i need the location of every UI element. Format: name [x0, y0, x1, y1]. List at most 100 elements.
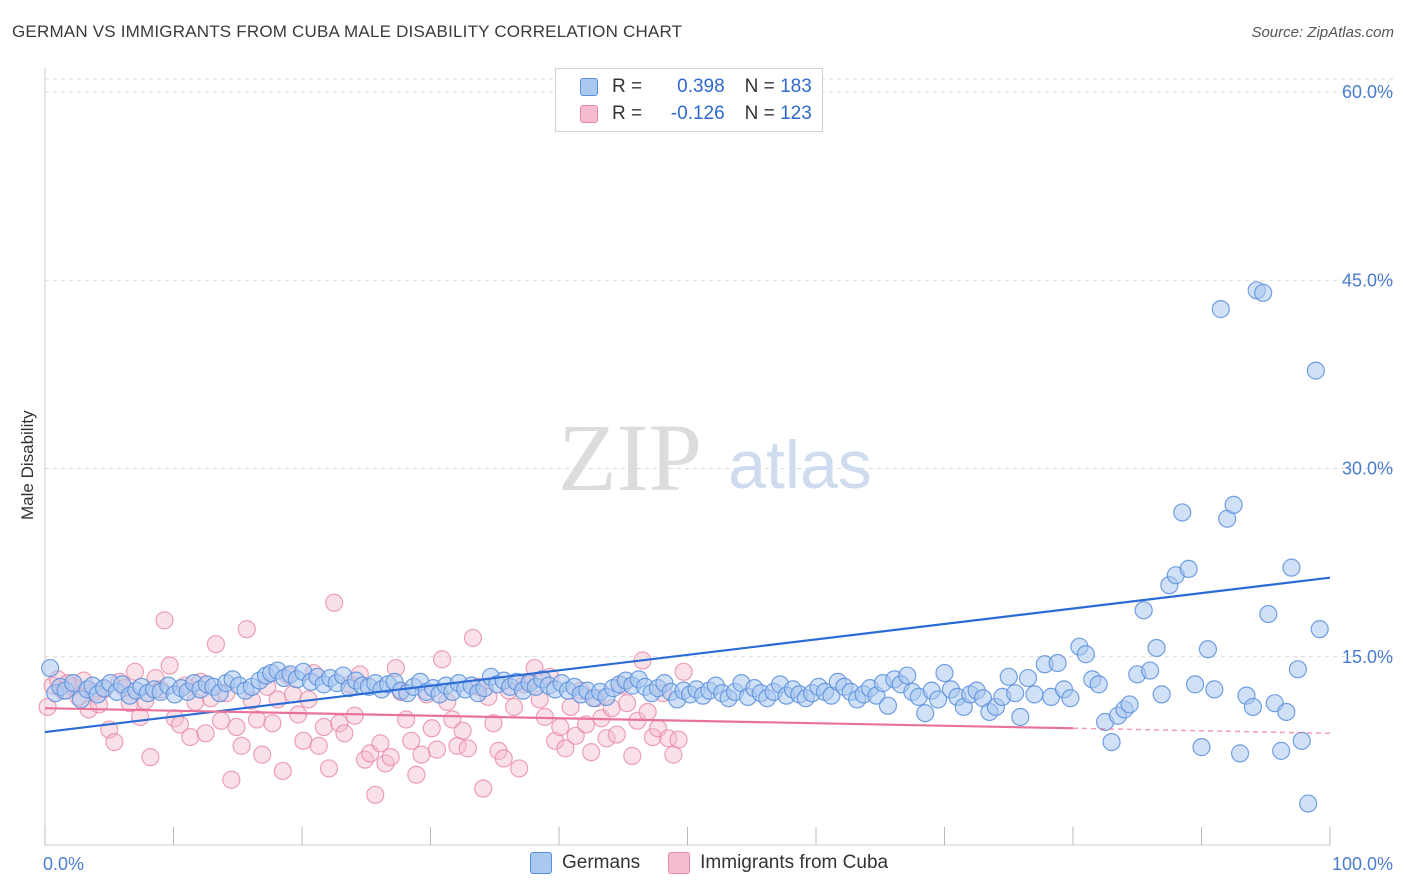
cuba-point: [335, 724, 354, 743]
cuba-point: [253, 745, 272, 764]
cuba-point: [566, 726, 585, 745]
cuba-point: [319, 759, 339, 778]
cuba-point: [458, 739, 477, 758]
series-legend: Germans Immigrants from Cuba: [530, 852, 916, 874]
cuba-point: [283, 685, 303, 704]
cuba-point: [222, 770, 241, 789]
cuba-point: [597, 729, 616, 748]
legend-label-germans: Germans: [562, 852, 641, 873]
cuba-point: [125, 662, 145, 681]
german-point: [916, 704, 935, 723]
german-point: [1292, 731, 1311, 750]
cuba-point: [105, 732, 124, 752]
cuba-point: [181, 727, 200, 747]
cuba-point: [463, 628, 483, 648]
cuba-point: [366, 785, 385, 804]
cuba-point: [141, 748, 160, 767]
german-point: [1310, 620, 1329, 639]
watermark-zip: ZIP: [558, 404, 702, 511]
german-point: [1048, 653, 1067, 673]
german-point: [1076, 645, 1095, 664]
german-point: [1089, 675, 1108, 694]
cuba-point: [669, 730, 688, 749]
germans-trendline: [44, 576, 1331, 734]
cuba-swatch: [580, 105, 598, 123]
cuba-point: [582, 743, 601, 762]
german-point: [41, 658, 60, 678]
cuba-point: [325, 593, 344, 612]
n-label: N =: [744, 103, 775, 124]
german-point: [1006, 684, 1025, 703]
cuba-point: [422, 719, 441, 738]
cuba-point: [381, 748, 400, 767]
german-point: [1120, 695, 1139, 714]
germans-swatch: [580, 78, 598, 96]
cuba-point: [227, 717, 246, 737]
cuba-point: [432, 650, 452, 669]
y-tick-label: 45.0%: [1342, 270, 1393, 290]
cuba-point: [576, 715, 596, 734]
german-point: [1018, 668, 1038, 688]
german-point: [1254, 283, 1273, 302]
cuba-point: [494, 749, 513, 768]
german-point: [935, 663, 954, 683]
cuba-point: [546, 731, 565, 750]
germans-n-value: 183: [780, 76, 812, 97]
cuba-point: [453, 721, 472, 740]
cuba-point: [607, 725, 626, 744]
german-point: [1185, 675, 1205, 694]
german-point: [1061, 689, 1080, 708]
cuba-r-value: -0.126: [670, 103, 725, 124]
cuba-point: [674, 662, 693, 681]
german-point: [1147, 638, 1166, 658]
german-point: [1277, 702, 1296, 722]
r-label: R =: [612, 76, 643, 97]
cuba-point: [345, 706, 364, 725]
cuba-point: [623, 746, 642, 765]
german-point: [928, 690, 948, 709]
german-point: [1152, 685, 1171, 704]
cuba-point: [412, 745, 431, 764]
cuba-point: [551, 717, 570, 737]
cuba-legend-swatch: [668, 852, 691, 874]
german-point: [1140, 661, 1160, 680]
cuba-n-value: 123: [780, 103, 812, 124]
german-point: [1282, 558, 1301, 577]
cuba-point: [474, 779, 493, 798]
german-points: [41, 281, 1329, 813]
chart-title: GERMAN VS IMMIGRANTS FROM CUBA MALE DISA…: [12, 22, 683, 41]
cuba-trendline-extension: [1072, 727, 1331, 735]
german-point: [1224, 495, 1243, 514]
cuba-point: [407, 765, 426, 784]
german-point: [1173, 503, 1192, 522]
cuba-point: [237, 620, 256, 639]
german-point: [1272, 741, 1291, 760]
german-point: [1288, 660, 1307, 679]
german-point: [1299, 794, 1318, 813]
german-point: [1205, 680, 1224, 699]
x-tick-label: 100.0%: [1332, 854, 1393, 874]
german-point: [898, 666, 917, 685]
tick-labels: 15.0% 30.0% 45.0% 60.0% 0.0% 100.0%: [43, 82, 1393, 874]
german-point: [1230, 744, 1250, 763]
cuba-point: [371, 734, 390, 753]
cuba-point: [638, 702, 657, 722]
watermark-atlas: atlas: [728, 427, 872, 503]
trendlines: [44, 576, 1331, 735]
germans-r-value: 0.398: [677, 76, 725, 97]
legend-item-germans: Germans: [530, 852, 640, 874]
r-label: R =: [612, 103, 643, 124]
legend-row-cuba: R = -0.126 N = 123: [580, 101, 812, 127]
german-point: [1192, 738, 1211, 757]
cuba-point: [504, 697, 524, 717]
cuba-point: [510, 759, 529, 778]
cuba-point: [155, 611, 174, 630]
cuba-point: [427, 740, 447, 759]
germans-legend-swatch: [530, 852, 552, 874]
german-point: [999, 667, 1018, 686]
cuba-point: [263, 714, 282, 733]
cuba-point: [211, 711, 231, 730]
german-point: [1025, 685, 1044, 704]
cuba-point: [247, 710, 267, 729]
